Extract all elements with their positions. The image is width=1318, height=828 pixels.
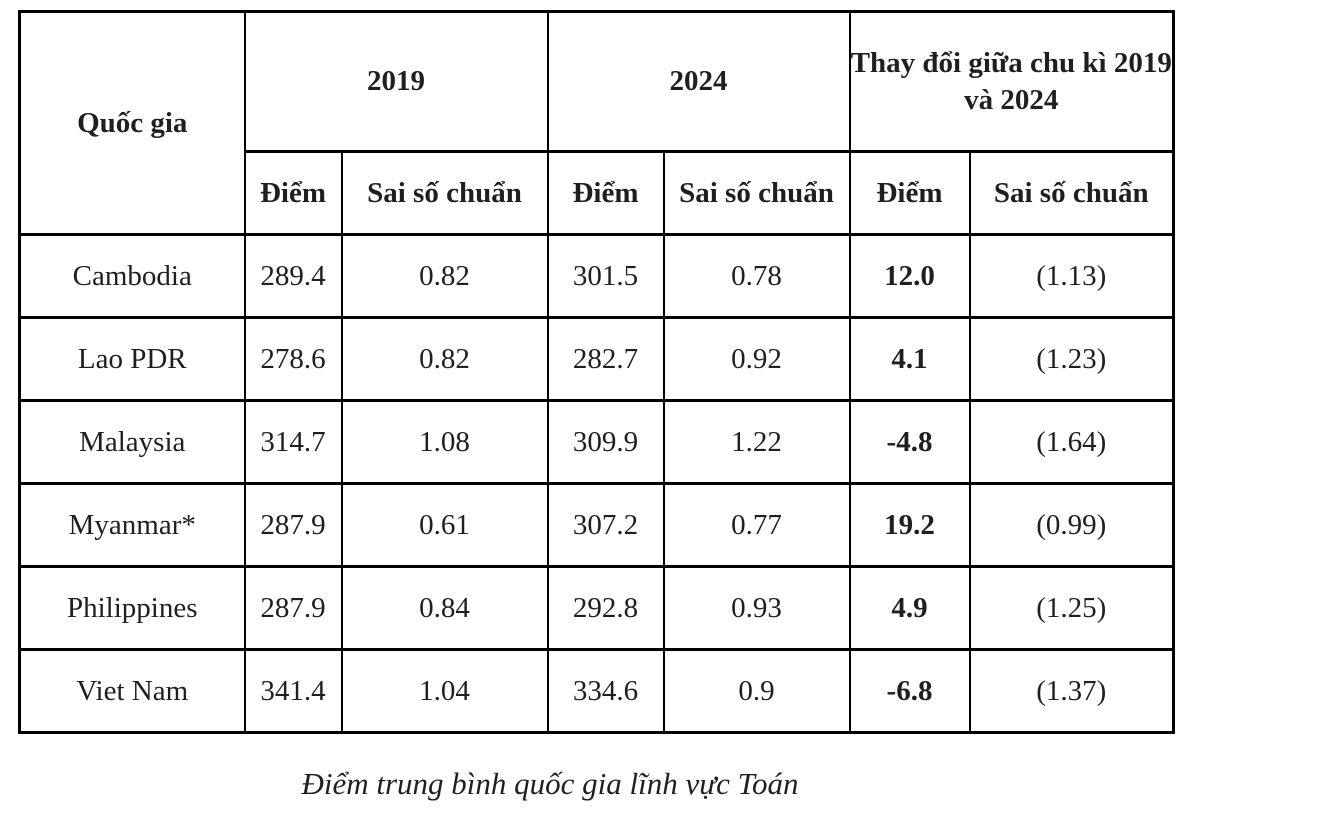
se-2019-cell: 0.84 bbox=[340, 565, 549, 651]
score-table: Quốc gia 2019 2024 Thay đổi giữa chu kì … bbox=[18, 10, 1175, 734]
se-subheader-change: Sai số chuẩn bbox=[968, 150, 1175, 236]
se-2024-cell: 0.78 bbox=[662, 233, 851, 319]
score-2024-cell: 334.6 bbox=[546, 648, 665, 734]
change-score-cell: 4.1 bbox=[848, 316, 971, 402]
header-group-row: Quốc gia 2019 2024 Thay đổi giữa chu kì … bbox=[18, 10, 1175, 236]
score-subheader-change: Điểm bbox=[848, 150, 971, 236]
country-cell: Philippines bbox=[18, 565, 246, 651]
score-2024-cell: 309.9 bbox=[546, 399, 665, 485]
change-se-cell: (1.37) bbox=[968, 648, 1175, 734]
country-cell: Myanmar* bbox=[18, 482, 246, 568]
change-se-cell: (1.23) bbox=[968, 316, 1175, 402]
change-score-cell: 4.9 bbox=[848, 565, 971, 651]
table-row-cambodia: Cambodia 289.4 0.82 301.5 0.78 12.0 (1.1… bbox=[18, 233, 1175, 319]
se-2019-cell: 0.82 bbox=[340, 233, 549, 319]
change-se-cell: (1.25) bbox=[968, 565, 1175, 651]
country-column-header: Quốc gia bbox=[18, 10, 246, 236]
country-cell: Malaysia bbox=[18, 399, 246, 485]
score-2019-cell: 314.7 bbox=[243, 399, 343, 485]
header-sub-row: Điểm Sai số chuẩn Điểm Sai số chuẩn Điểm… bbox=[20, 150, 1175, 236]
table-row-viet-nam: Viet Nam 341.4 1.04 334.6 0.9 -6.8 (1.37… bbox=[18, 648, 1175, 734]
score-subheader-2019: Điểm bbox=[243, 150, 343, 236]
change-score-cell: 19.2 bbox=[848, 482, 971, 568]
change-score-cell: -6.8 bbox=[848, 648, 971, 734]
se-2024-cell: 0.93 bbox=[662, 565, 851, 651]
score-2019-cell: 289.4 bbox=[243, 233, 343, 319]
change-se-cell: (0.99) bbox=[968, 482, 1175, 568]
country-cell: Cambodia bbox=[18, 233, 246, 319]
table-caption: Điểm trung bình quốc gia lĩnh vực Toán bbox=[301, 766, 799, 801]
table-row-malaysia: Malaysia 314.7 1.08 309.9 1.22 -4.8 (1.6… bbox=[18, 399, 1175, 485]
se-subheader-2019: Sai số chuẩn bbox=[340, 150, 549, 236]
country-cell: Viet Nam bbox=[18, 648, 246, 734]
change-se-cell: (1.13) bbox=[968, 233, 1175, 319]
change-group-header: Thay đổi giữa chu kì 2019 và 2024 bbox=[848, 10, 1175, 153]
score-2024-cell: 301.5 bbox=[546, 233, 665, 319]
score-2019-cell: 287.9 bbox=[243, 565, 343, 651]
table-row-myanmar: Myanmar* 287.9 0.61 307.2 0.77 19.2 (0.9… bbox=[18, 482, 1175, 568]
se-2019-cell: 0.61 bbox=[340, 482, 549, 568]
score-2024-cell: 292.8 bbox=[546, 565, 665, 651]
se-2019-cell: 0.82 bbox=[340, 316, 549, 402]
se-2019-cell: 1.08 bbox=[340, 399, 549, 485]
se-2024-cell: 0.92 bbox=[662, 316, 851, 402]
year-2019-group-header: 2019 bbox=[243, 10, 549, 153]
score-2019-cell: 287.9 bbox=[243, 482, 343, 568]
se-2024-cell: 1.22 bbox=[662, 399, 851, 485]
change-se-cell: (1.64) bbox=[968, 399, 1175, 485]
country-cell: Lao PDR bbox=[18, 316, 246, 402]
score-2024-cell: 282.7 bbox=[546, 316, 665, 402]
score-2024-cell: 307.2 bbox=[546, 482, 665, 568]
score-2019-cell: 278.6 bbox=[243, 316, 343, 402]
year-2024-group-header: 2024 bbox=[546, 10, 851, 153]
change-score-cell: 12.0 bbox=[848, 233, 971, 319]
se-2024-cell: 0.77 bbox=[662, 482, 851, 568]
change-score-cell: -4.8 bbox=[848, 399, 971, 485]
score-subheader-2024: Điểm bbox=[546, 150, 665, 236]
se-2024-cell: 0.9 bbox=[662, 648, 851, 734]
se-2019-cell: 1.04 bbox=[340, 648, 549, 734]
score-2019-cell: 341.4 bbox=[243, 648, 343, 734]
table-row-lao-pdr: Lao PDR 278.6 0.82 282.7 0.92 4.1 (1.23) bbox=[18, 316, 1175, 402]
se-subheader-2024: Sai số chuẩn bbox=[662, 150, 851, 236]
table-row-philippines: Philippines 287.9 0.84 292.8 0.93 4.9 (1… bbox=[18, 565, 1175, 651]
